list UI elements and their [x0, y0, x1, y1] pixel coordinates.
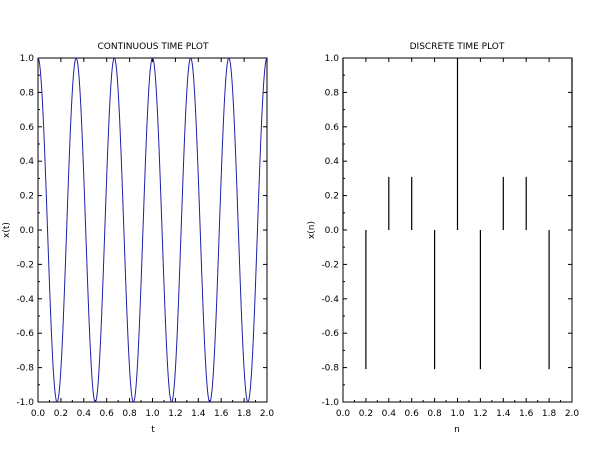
- discrete-y-tick-label: 1.0: [325, 54, 340, 64]
- continuous-y-axis-label: x(t): [2, 222, 12, 238]
- continuous-x-ticks: 0.0 0.2 0.4 0.6 0.8 1.0 1.2 1.4 1.6 1.8 2.0: [31, 58, 275, 419]
- continuous-y-tick-label: 0.2: [20, 192, 34, 202]
- continuous-y-tick-label: 1.0: [20, 54, 35, 64]
- discrete-y-ticks: -1.0 -0.8 -0.6 -0.4 -0.2 0.0 0.2 0.4 0.6 0.8 1.0: [321, 54, 572, 408]
- discrete-y-tick-label: 0.8: [325, 88, 340, 98]
- continuous-x-tick-label: 0.6: [100, 409, 115, 419]
- continuous-y-tick-label: -0.4: [16, 295, 34, 305]
- continuous-x-tick-label: 2.0: [260, 409, 275, 419]
- discrete-x-tick-label: 1.6: [519, 409, 534, 419]
- discrete-y-tick-label: -0.6: [321, 329, 339, 339]
- continuous-plot: CONTINUOUS TIME PLOT 0.0 0.2 0.4 0.6 0.8 1.0 1…: [2, 42, 274, 435]
- continuous-y-tick-label: -0.8: [16, 364, 34, 374]
- continuous-y-tick-label: -1.0: [16, 398, 34, 408]
- continuous-cosine-line: [37, 57, 268, 403]
- discrete-stems: [342, 58, 573, 370]
- continuous-x-tick-label: 1.2: [168, 409, 182, 419]
- discrete-x-tick-label: 0.0: [336, 409, 351, 419]
- continuous-x-axis-label: t: [151, 425, 155, 435]
- continuous-x-tick-label: 0.4: [77, 409, 92, 419]
- continuous-y-tick-label: 0.6: [20, 123, 35, 133]
- discrete-y-tick-label: 0.4: [325, 157, 340, 167]
- continuous-x-tick-label: 0.8: [122, 409, 137, 419]
- discrete-x-ticks: 0.0 0.2 0.4 0.6 0.8 1.0 1.2 1.4 1.6 1.8 2.0: [336, 58, 580, 419]
- continuous-y-tick-label: -0.2: [16, 260, 34, 270]
- continuous-y-ticks: -1.0 -0.8 -0.6 -0.4 -0.2 0.0 0.2 0.4 0.6 0.8 1.0: [16, 54, 267, 408]
- continuous-y-tick-label: -0.6: [16, 329, 34, 339]
- discrete-x-tick-label: 1.0: [450, 409, 465, 419]
- continuous-y-tick-label: 0.8: [20, 88, 35, 98]
- discrete-x-tick-label: 2.0: [565, 409, 580, 419]
- continuous-x-tick-label: 1.6: [214, 409, 229, 419]
- discrete-plot: DISCRETE TIME PLOT 0.0 0.2 0.4 0.6 0.8 1.0 1.2…: [307, 42, 579, 435]
- discrete-y-tick-label: 0.6: [325, 123, 340, 133]
- discrete-x-tick-label: 1.4: [496, 409, 511, 419]
- discrete-x-axis-label: n: [454, 425, 460, 435]
- continuous-x-tick-label: 1.8: [237, 409, 252, 419]
- discrete-y-tick-label: -0.8: [321, 364, 339, 374]
- discrete-plot-title: DISCRETE TIME PLOT: [410, 42, 505, 52]
- continuous-x-tick-label: 1.0: [145, 409, 160, 419]
- continuous-x-tick-label: 0.0: [31, 409, 46, 419]
- discrete-x-tick-label: 0.4: [382, 409, 397, 419]
- continuous-y-tick-label: 0.4: [20, 157, 35, 167]
- discrete-x-tick-label: 0.2: [359, 409, 373, 419]
- discrete-x-tick-label: 1.2: [473, 409, 487, 419]
- discrete-x-tick-label: 1.8: [542, 409, 557, 419]
- continuous-x-tick-label: 0.2: [54, 409, 68, 419]
- discrete-y-tick-label: -0.4: [321, 295, 339, 305]
- continuous-plot-frame: [37, 57, 268, 403]
- discrete-x-tick-label: 0.6: [405, 409, 420, 419]
- discrete-y-tick-label: 0.0: [325, 226, 340, 236]
- discrete-y-tick-label: -1.0: [321, 398, 339, 408]
- discrete-y-tick-label: -0.2: [321, 260, 339, 270]
- continuous-plot-title: CONTINUOUS TIME PLOT: [98, 42, 209, 52]
- discrete-x-tick-label: 0.8: [427, 409, 442, 419]
- discrete-y-axis-label: x(n): [307, 221, 317, 239]
- continuous-x-tick-label: 1.4: [191, 409, 206, 419]
- discrete-y-tick-label: 0.2: [325, 192, 339, 202]
- continuous-y-tick-label: 0.0: [20, 226, 35, 236]
